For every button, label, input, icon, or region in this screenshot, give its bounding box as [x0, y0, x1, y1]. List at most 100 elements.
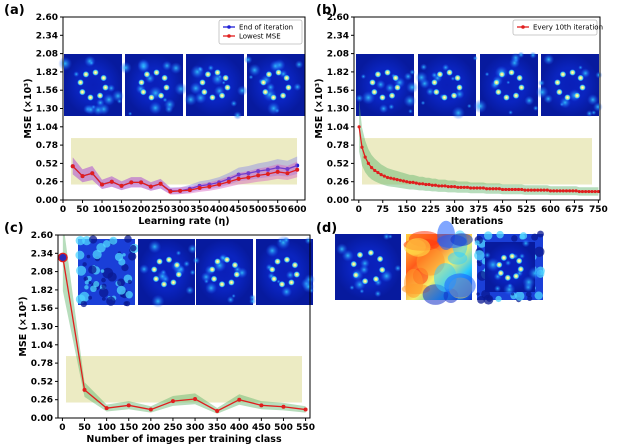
bright-spot [283, 74, 291, 82]
bright-spot [224, 84, 231, 91]
data-point [80, 174, 85, 179]
legend-box [512, 19, 598, 36]
speckle-blob [420, 100, 426, 106]
speckle-blob [185, 285, 195, 295]
bright-spot [265, 70, 273, 78]
shaded-band [66, 356, 302, 403]
bright-spot [370, 88, 378, 96]
x-tick-label: 100 [93, 205, 112, 215]
speckle-blob [304, 236, 313, 245]
bright-spot [508, 252, 516, 260]
speckle-blob [477, 261, 482, 267]
bright-spot [283, 256, 291, 264]
data-point [510, 187, 514, 192]
data-point [548, 189, 553, 193]
phase-blob [450, 233, 473, 246]
confidence-band [72, 156, 298, 195]
speckle-blob [106, 296, 116, 306]
speckle-blob [394, 264, 402, 272]
data-point [523, 188, 527, 192]
bright-spot [231, 261, 239, 269]
data-point [303, 407, 308, 412]
bright-spot [214, 258, 221, 265]
speckle-blob [89, 235, 98, 244]
bright-spot [456, 84, 463, 91]
y-axis-label: MSE (×10³) [23, 78, 34, 138]
bright-spot [555, 88, 563, 96]
speckle-blob [278, 238, 283, 244]
speckle-blob [431, 71, 438, 79]
bright-spot [446, 69, 453, 76]
data-point [430, 183, 434, 187]
shaded-band [362, 138, 592, 185]
speckle-blob [403, 94, 417, 108]
y-tick-label: 0.26 [327, 178, 349, 188]
bright-spot [78, 88, 86, 96]
bright-spot [288, 279, 295, 286]
y-tick-label: 0.00 [327, 196, 349, 206]
data-point [357, 125, 361, 129]
data-point [542, 188, 546, 192]
data-point [552, 189, 556, 193]
speckle-blob [221, 80, 226, 85]
speckle-blob [137, 60, 150, 73]
y-tick-label: 2.34 [327, 31, 349, 41]
plot-frame [62, 16, 306, 201]
data-point [411, 180, 415, 185]
data-point [246, 175, 251, 180]
inset-image [184, 54, 248, 120]
speckle-blob [119, 61, 132, 74]
speckle-blob [124, 235, 132, 243]
inset-image [75, 235, 139, 308]
highlight-point [57, 252, 68, 263]
inset-image [58, 54, 124, 116]
data-point [520, 187, 524, 192]
bright-spot [493, 79, 500, 86]
x-tick-label: 750 [589, 205, 608, 215]
bright-spot [379, 94, 386, 101]
legend-box [218, 19, 303, 45]
y-tick-label: 1.82 [36, 68, 58, 78]
speckle-blob [174, 82, 188, 96]
speckle-blob [521, 239, 530, 248]
data-point [580, 189, 585, 194]
speckle-blob [101, 283, 107, 289]
x-tick-label: 200 [141, 423, 160, 433]
bright-spot [150, 266, 158, 273]
y-tick-label: 1.04 [36, 123, 58, 133]
speckle-blob [522, 275, 536, 289]
data-point [139, 180, 144, 185]
bright-spot [374, 70, 382, 78]
x-tick-label: 0 [60, 205, 66, 215]
speckle-blob [107, 84, 116, 93]
bright-spot [92, 69, 99, 76]
speckle-blob [96, 243, 106, 253]
x-tick-label: 350 [208, 423, 227, 433]
speckle-blob [483, 231, 493, 240]
speckle-blob [88, 281, 92, 285]
bright-spot [494, 88, 502, 96]
speckle-blob [494, 285, 502, 293]
data-point [285, 171, 290, 176]
bright-spot [512, 92, 520, 100]
speckle-blob [88, 265, 97, 274]
bright-spot [161, 74, 169, 82]
y-tick-label: 1.04 [327, 123, 349, 133]
speckle-blob [148, 101, 162, 115]
bright-spot [577, 74, 585, 82]
plot-area [60, 235, 308, 414]
speckle-blob [189, 269, 196, 276]
data-point [215, 408, 220, 413]
speckle-blob [466, 103, 472, 109]
data-point [475, 186, 479, 190]
data-point [395, 177, 399, 182]
y-tick-label: 2.60 [36, 13, 58, 23]
speckle-blob [514, 291, 525, 301]
speckle-blob [197, 66, 204, 73]
y-tick-label: 0.00 [31, 414, 53, 424]
bright-spot [497, 269, 505, 277]
bright-spot [372, 275, 380, 283]
data-point [516, 187, 521, 192]
bright-spot [559, 70, 567, 78]
x-tick-label: 500 [274, 423, 293, 433]
